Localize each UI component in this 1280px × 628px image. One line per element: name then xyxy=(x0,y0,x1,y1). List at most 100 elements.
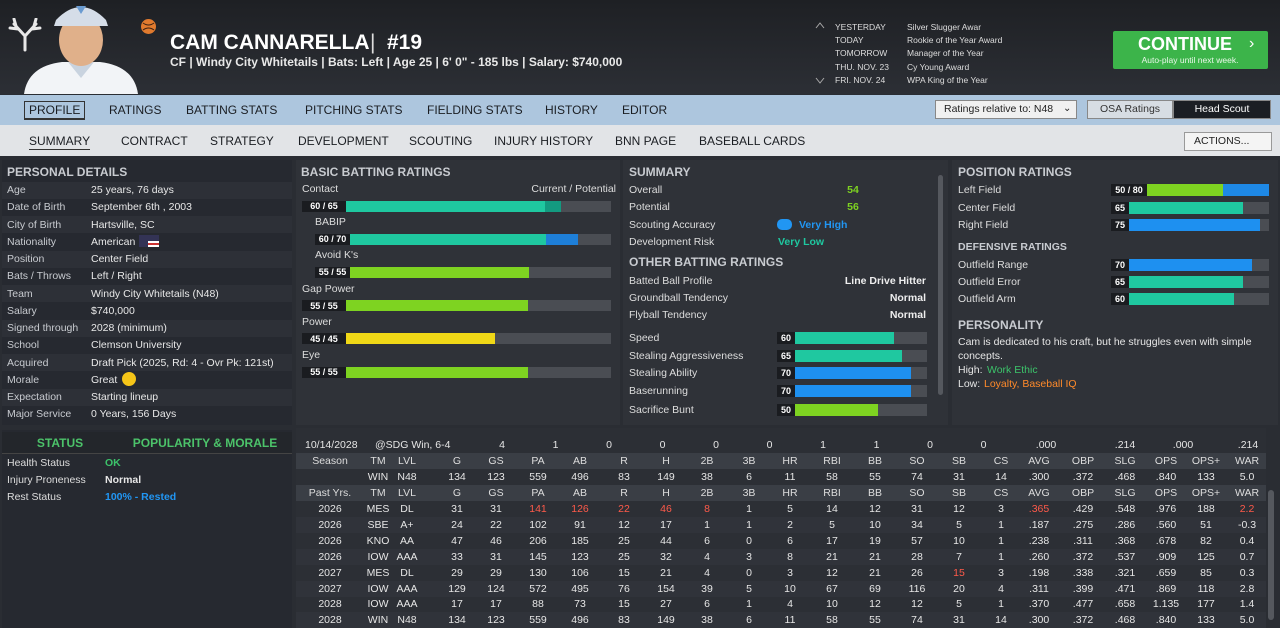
status-tab-bg xyxy=(2,432,292,454)
actions-button[interactable] xyxy=(1184,132,1272,151)
stat-cell: N48 xyxy=(397,614,417,627)
rating-bar xyxy=(795,404,878,417)
column-header: BB xyxy=(867,487,883,499)
detail-value: 2028 (minimum) xyxy=(91,322,167,334)
panel-title: SUMMARY xyxy=(629,165,691,179)
season-cell: 134 xyxy=(448,471,466,483)
column-header: AB xyxy=(572,487,588,499)
subtab[interactable]: STRATEGY xyxy=(210,134,274,148)
stat-cell: 14 xyxy=(826,503,838,515)
stat-cell: .658 xyxy=(1114,598,1136,611)
continue-button[interactable] xyxy=(1113,31,1268,69)
stat-cell: 185 xyxy=(571,534,589,547)
tab[interactable]: PROFILE xyxy=(23,101,86,120)
source-scout[interactable] xyxy=(1173,100,1271,119)
tab[interactable]: PITCHING STATS xyxy=(305,103,403,117)
subtab[interactable]: SCOUTING xyxy=(409,134,473,148)
stat-cell: 2026 xyxy=(318,534,342,547)
column-header: Season xyxy=(312,455,348,467)
low-label: Low: xyxy=(958,378,981,390)
stat-cell: 130 xyxy=(529,566,547,579)
rating-box xyxy=(1111,201,1129,214)
column-header: HR xyxy=(782,487,798,499)
tab[interactable]: RATINGS xyxy=(109,103,162,117)
other-value: Normal xyxy=(889,292,926,305)
tab[interactable]: HISTORY xyxy=(545,103,598,117)
row-stripe xyxy=(296,548,1266,565)
defense-name: Outfield Range xyxy=(958,259,1029,271)
season-cell: 123 xyxy=(487,471,505,483)
stat-cell: 12 xyxy=(869,598,881,611)
stat-cell: 145 xyxy=(529,550,547,563)
row-stripe xyxy=(2,285,292,302)
rating-box xyxy=(777,349,795,362)
status-tab[interactable]: POPULARITY & MORALE xyxy=(132,436,278,450)
stat-cell: .286 xyxy=(1114,518,1136,531)
subtab[interactable]: BNN PAGE xyxy=(615,134,677,148)
detail-value: Starting lineup xyxy=(91,391,159,403)
status-tab[interactable]: STATUS xyxy=(36,436,84,450)
stat-cell: 31 xyxy=(953,614,965,627)
subtab[interactable]: BASEBALL CARDS xyxy=(699,134,806,148)
stat-cell: 26 xyxy=(911,566,923,579)
schedule-day: TOMORROW xyxy=(835,48,888,59)
panel-title: POSITION RATINGS xyxy=(958,165,1072,179)
stat-cell: 0.4 xyxy=(1239,534,1255,547)
detail-value: Draft Pick (2025, Rd: 4 - Ovr Pk: 121st) xyxy=(91,356,274,369)
log-value: 0 xyxy=(927,439,933,451)
position-name: Left Field xyxy=(958,184,1002,196)
season-cell: 58 xyxy=(826,471,838,483)
rating-name: Power xyxy=(302,315,332,328)
stat-cell: 17 xyxy=(490,598,502,611)
status-value: 100% - Rested xyxy=(105,491,177,504)
rating-box xyxy=(315,266,350,278)
ratings-dropdown[interactable] xyxy=(935,100,1077,119)
section-title: PERSONALITY xyxy=(958,318,1044,332)
stat-cell: 4 xyxy=(704,566,710,579)
column-header: SB xyxy=(951,487,967,499)
stat-cell: .311 xyxy=(1029,582,1049,595)
tab[interactable]: EDITOR xyxy=(622,103,668,117)
subtab[interactable]: INJURY HISTORY xyxy=(494,134,594,148)
stat-cell: .260 xyxy=(1028,550,1050,563)
season-cell: 133 xyxy=(1197,471,1215,483)
stat-cell: DL xyxy=(400,503,414,515)
stat-cell: .468 xyxy=(1114,614,1136,627)
source-osa[interactable] xyxy=(1087,100,1173,119)
low-value: Loyalty, Baseball IQ xyxy=(984,378,1077,390)
stat-cell: 25 xyxy=(618,534,630,547)
subtab[interactable]: CONTRACT xyxy=(121,134,188,148)
tab[interactable]: BATTING STATS xyxy=(186,103,278,117)
stat-cell: 134 xyxy=(448,614,466,627)
log-value: 0 xyxy=(606,439,612,451)
stat-cell: 5 xyxy=(829,518,835,531)
detail-label: Nationality xyxy=(7,235,57,248)
detail-label: Signed through xyxy=(7,322,79,334)
stat-cell: 15 xyxy=(953,566,965,579)
subtab[interactable]: DEVELOPMENT xyxy=(298,134,389,148)
binoculars-icon xyxy=(777,218,792,230)
stat-cell: 44 xyxy=(660,534,672,547)
stat-cell: 5 xyxy=(787,503,793,515)
stat-cell: 14 xyxy=(995,614,1007,627)
detail-value: American xyxy=(91,234,160,250)
stat-cell: 91 xyxy=(574,518,586,531)
subtab[interactable]: SUMMARY xyxy=(29,134,91,150)
tab[interactable]: FIELDING STATS xyxy=(427,103,523,117)
summary-value: Very Low xyxy=(778,235,825,248)
stat-cell: 58 xyxy=(826,614,838,627)
stat-cell: 2027 xyxy=(318,566,342,579)
detail-label: Date of Birth xyxy=(7,201,66,214)
morale-emoji xyxy=(122,371,137,386)
rating-bar xyxy=(346,200,545,212)
detail-value: 0 Years, 156 Days xyxy=(91,408,177,421)
summary-panel xyxy=(623,160,948,425)
rating-label: 50 xyxy=(780,405,792,416)
stat-cell: 2028 xyxy=(318,614,342,627)
stat-cell: 5.0 xyxy=(1239,614,1255,627)
column-header: 2B xyxy=(700,455,714,467)
rating-label: 60 xyxy=(780,333,792,343)
status-label: Injury Proneness xyxy=(7,474,86,487)
stat-cell: 2028 xyxy=(318,598,342,611)
stat-cell: 123 xyxy=(487,614,505,627)
